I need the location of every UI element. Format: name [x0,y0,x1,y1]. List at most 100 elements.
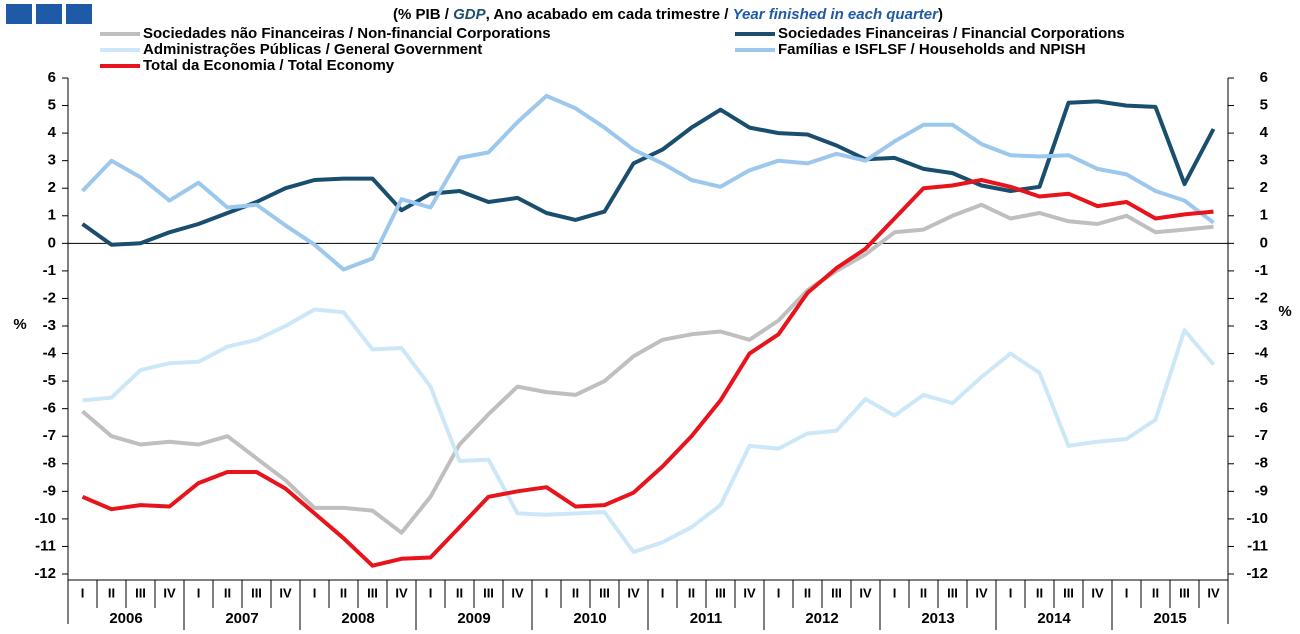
logo-box [36,4,62,24]
y-tick-label: -1 [43,262,56,279]
year-label: 2010 [573,610,606,627]
y-tick-label: -2 [43,289,56,306]
y-tick-label: 4 [48,124,57,141]
y2-tick-label: -8 [1255,455,1268,472]
year-label: 2008 [341,610,374,627]
x-tick-label: I [1009,585,1013,600]
y-tick-label: 2 [48,179,56,196]
y2-tick-label: 3 [1260,152,1268,169]
x-tick-label: I [429,585,433,600]
x-tick-label: III [367,585,378,600]
y-tick-label: -10 [34,510,56,527]
y-tick-label: -4 [43,345,57,362]
logo-box [66,4,92,24]
x-tick-label: II [1152,585,1159,600]
y-tick-label: 1 [48,207,56,224]
title-part: GDP [453,6,487,23]
year-label: 2014 [1037,610,1071,627]
title-part: ) [938,6,943,23]
x-tick-label: IV [1207,585,1220,600]
y2-tick-label: -11 [1247,537,1268,554]
x-tick-label: II [804,585,811,600]
x-tick-label: IV [395,585,408,600]
series-line [81,178,1214,568]
title-part: , Ano acabado em cada trimestre / [486,6,733,23]
x-tick-label: II [340,585,347,600]
y2-axis-label: % [1278,303,1291,320]
y-tick-label: -8 [43,455,56,472]
x-tick-label: II [920,585,927,600]
y2-tick-label: 2 [1260,179,1268,196]
x-tick-label: IV [163,585,176,600]
series-line [81,93,1215,272]
legend-label: Administrações Públicas / General Govern… [143,41,482,58]
year-label: 2011 [690,610,723,627]
chart-title: (% PIB / GDP, Ano acabado em cada trimes… [393,6,943,23]
x-tick-label: IV [975,585,988,600]
x-tick-label: III [1179,585,1190,600]
y-tick-label: 6 [48,69,56,86]
series-line [81,202,1214,535]
series-line [82,307,1216,554]
x-tick-label: III [1063,585,1074,600]
x-tick-label: II [224,585,231,600]
year-label: 2013 [921,610,954,627]
y-axis-label: % [13,316,26,333]
y2-tick-label: 1 [1260,207,1268,224]
y2-tick-label: 0 [1260,234,1268,251]
x-tick-label: II [108,585,115,600]
x-tick-label: III [135,585,146,600]
y2-tick-label: -12 [1246,565,1268,582]
legend-label: Sociedades não Financeiras / Non-financi… [143,25,551,42]
x-tick-label: I [545,585,549,600]
y-tick-label: 5 [48,97,56,114]
y-tick-label: -5 [43,372,56,389]
y-tick-label: -7 [43,427,56,444]
x-tick-label: IV [1091,585,1104,600]
y2-tick-label: 6 [1260,69,1268,86]
x-tick-label: III [831,585,842,600]
year-label: 2012 [805,610,838,627]
title-part: (% PIB / [393,6,453,23]
y-tick-label: -6 [43,400,56,417]
y-tick-label: -3 [43,317,56,334]
x-tick-label: IV [279,585,292,600]
y-tick-label: 0 [48,234,56,251]
y2-tick-label: 5 [1260,97,1268,114]
year-label: 2007 [225,610,258,627]
x-tick-label: IV [743,585,756,600]
x-tick-label: IV [511,585,524,600]
x-tick-label: I [777,585,781,600]
y-tick-label: -11 [35,537,56,554]
x-tick-label: I [81,585,85,600]
x-tick-label: IV [627,585,640,600]
x-tick-label: II [1036,585,1043,600]
y2-tick-label: -9 [1255,482,1268,499]
y2-tick-label: -1 [1255,262,1268,279]
x-tick-label: III [947,585,958,600]
y2-tick-label: -10 [1246,510,1268,527]
legend-label: Sociedades Financeiras / Financial Corpo… [778,25,1125,42]
logo-box [6,4,32,24]
legend-label: Total da Economia / Total Economy [143,57,395,74]
y2-tick-label: -7 [1255,427,1268,444]
x-tick-label: I [661,585,665,600]
x-tick-label: II [572,585,579,600]
y2-tick-label: -4 [1255,345,1269,362]
x-tick-label: IV [859,585,872,600]
series-line [81,99,1216,247]
y2-tick-label: -6 [1255,400,1268,417]
x-tick-label: III [483,585,494,600]
x-tick-label: I [313,585,317,600]
y2-tick-label: -2 [1255,289,1268,306]
x-tick-label: I [893,585,897,600]
x-tick-label: I [197,585,201,600]
y-tick-label: -12 [34,565,56,582]
y-tick-label: -9 [43,482,56,499]
year-label: 2009 [457,610,490,627]
x-tick-label: III [599,585,610,600]
y2-tick-label: -3 [1255,317,1268,334]
x-tick-label: II [456,585,463,600]
y2-tick-label: 4 [1260,124,1269,141]
